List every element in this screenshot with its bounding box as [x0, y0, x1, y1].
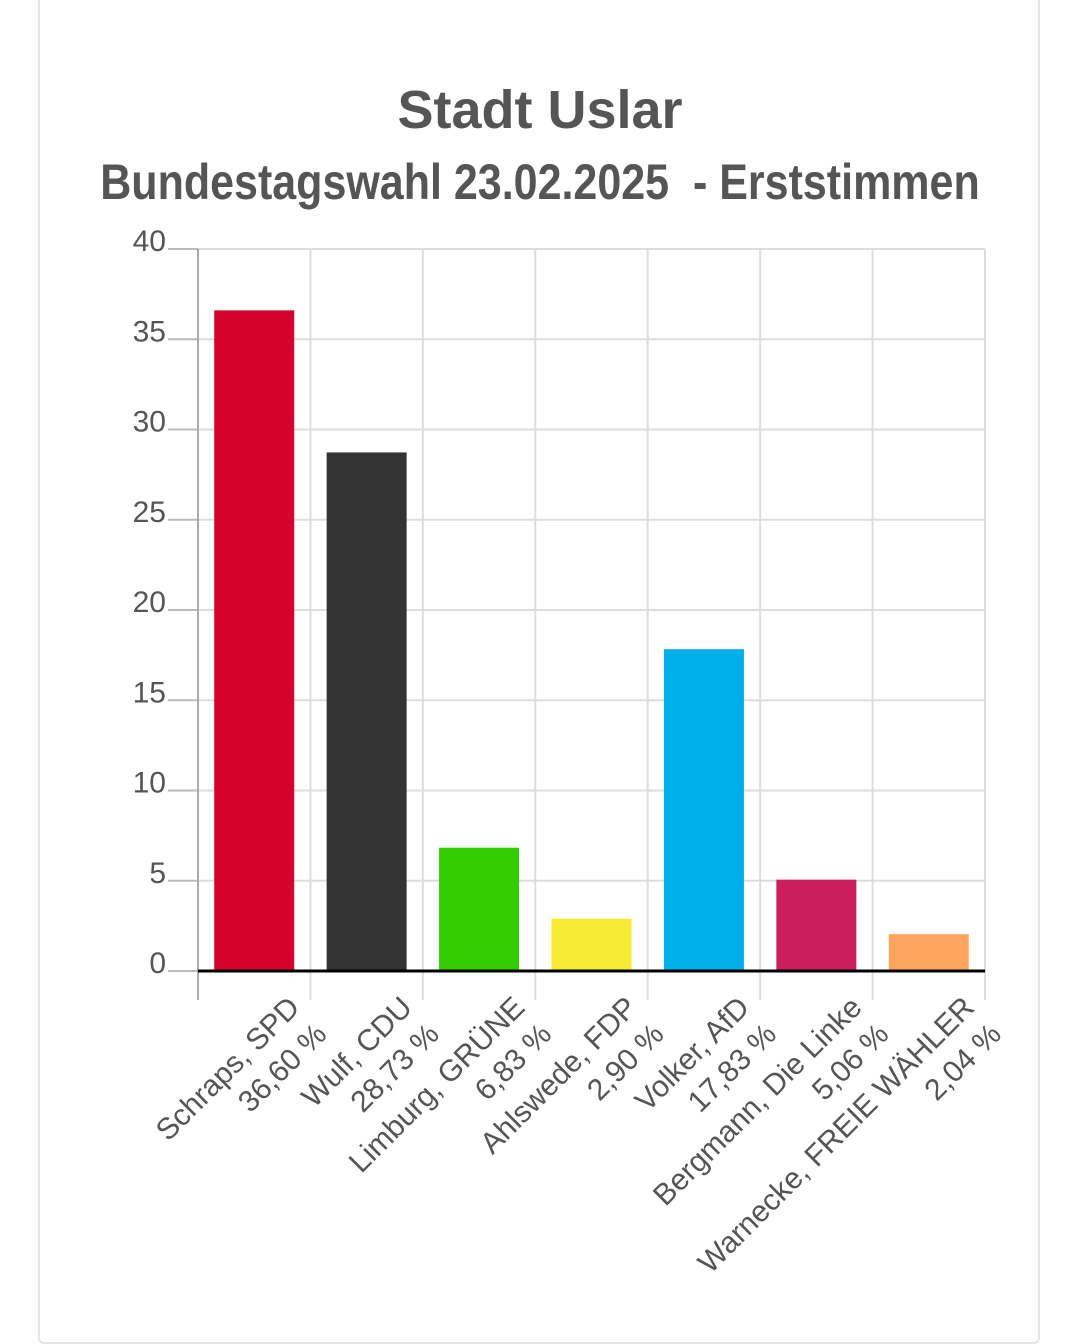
chart-title: Stadt Uslar: [397, 80, 683, 140]
y-tick-label: 15: [133, 676, 166, 709]
bar-6: [776, 879, 857, 971]
y-tick-label: 30: [133, 406, 166, 439]
chart-subtitle: Bundestagswahl 23.02.2025 - Erststimmen: [100, 154, 980, 210]
bar-7: [888, 934, 969, 971]
y-tick-label: 25: [133, 496, 166, 529]
bar-4: [551, 918, 632, 971]
y-tick-label: 35: [133, 315, 166, 348]
bar-3: [439, 847, 520, 971]
bar-1: [214, 310, 295, 971]
y-tick-label: 20: [133, 586, 166, 619]
y-tick-label: 10: [133, 767, 166, 800]
y-tick-label: 0: [149, 947, 166, 980]
y-tick-label: 40: [133, 225, 166, 258]
bar-2: [326, 452, 407, 972]
y-tick-label: 5: [149, 857, 166, 890]
bar-5: [663, 649, 744, 971]
